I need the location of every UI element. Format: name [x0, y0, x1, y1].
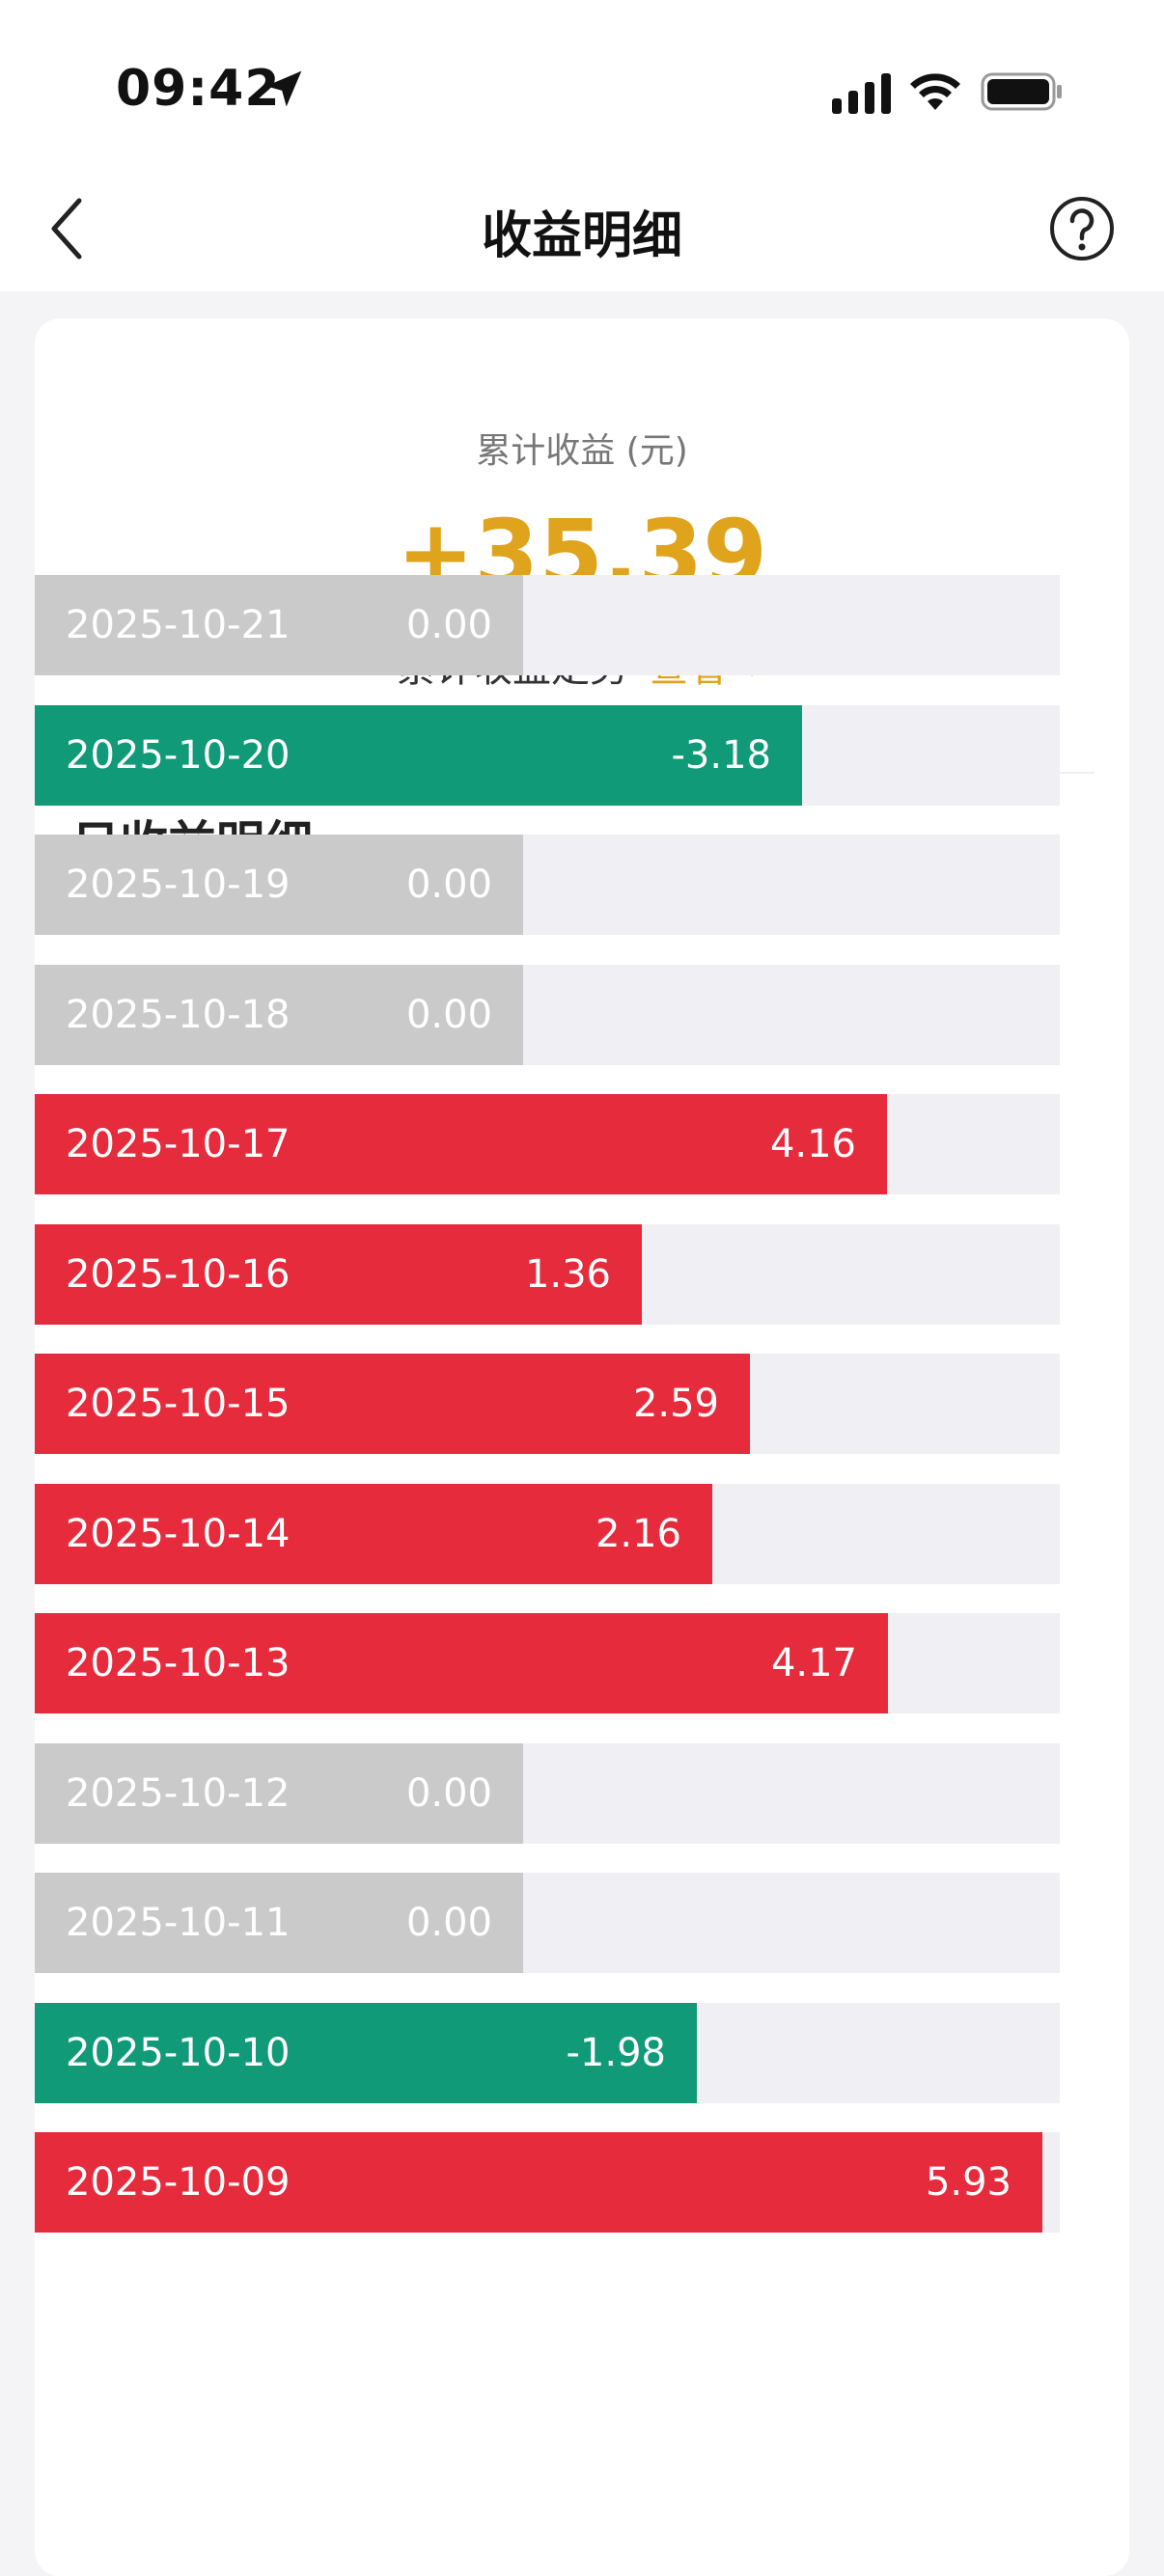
daily-earnings-value: 0.00 [405, 1770, 492, 1816]
daily-earnings-date: 2025-10-11 [66, 1901, 291, 1945]
page-title: 收益明细 [481, 207, 682, 265]
daily-earnings-value: 0.00 [405, 992, 492, 1037]
daily-earnings-bar: 2025-10-12 0.00 [35, 1742, 523, 1844]
help-icon[interactable] [1048, 195, 1116, 262]
daily-earnings-row: 2025-10-16 1.36 [35, 1223, 1060, 1325]
battery-icon [981, 72, 1062, 111]
chevron-left-icon[interactable] [44, 195, 91, 262]
daily-earnings-bar: 2025-10-14 2.16 [35, 1483, 712, 1584]
daily-earnings-value: 0.00 [405, 1901, 492, 1945]
daily-earnings-row: 2025-10-21 0.00 [35, 575, 1060, 675]
location-arrow-icon [265, 70, 302, 107]
daily-earnings-bar: 2025-10-17 4.16 [35, 1094, 887, 1194]
daily-earnings-value: 5.93 [925, 2160, 1012, 2205]
daily-earnings-date: 2025-10-21 [66, 603, 291, 647]
daily-earnings-row: 2025-10-13 4.17 [35, 1613, 1060, 1713]
daily-earnings-date: 2025-10-09 [66, 2160, 291, 2205]
wifi-icon [910, 73, 960, 110]
daily-earnings-value: 4.16 [769, 1122, 856, 1166]
nav-bar: 收益明细 [0, 174, 1164, 291]
daily-earnings-date: 2025-10-17 [66, 1122, 291, 1166]
signal-icon [832, 73, 891, 114]
daily-earnings-date: 2025-10-20 [66, 732, 291, 778]
daily-earnings-row: 2025-10-09 5.93 [35, 2132, 1060, 2233]
daily-earnings-row: 2025-10-17 4.16 [35, 1094, 1060, 1194]
daily-earnings-value: -1.98 [566, 2030, 667, 2075]
daily-earnings-date: 2025-10-19 [66, 863, 291, 907]
daily-earnings-row: 2025-10-12 0.00 [35, 1742, 1060, 1844]
daily-earnings-row: 2025-10-15 2.59 [35, 1354, 1060, 1454]
daily-earnings-bar: 2025-10-21 0.00 [35, 575, 523, 675]
daily-earnings-bar: 2025-10-13 4.17 [35, 1613, 888, 1713]
daily-earnings-bar: 2025-10-16 1.36 [35, 1223, 642, 1325]
daily-earnings-date: 2025-10-14 [66, 1511, 291, 1556]
daily-earnings-bar: 2025-10-20 -3.18 [35, 704, 802, 806]
status-bar: 09:42 [0, 0, 1164, 183]
daily-earnings-date: 2025-10-10 [66, 2030, 291, 2075]
daily-earnings-bar: 2025-10-18 0.00 [35, 964, 523, 1065]
status-time: 09:42 [116, 60, 281, 118]
daily-earnings-bar: 2025-10-15 2.59 [35, 1354, 750, 1454]
daily-earnings-bar: 2025-10-11 0.00 [35, 1873, 523, 1973]
daily-earnings-date: 2025-10-12 [66, 1770, 291, 1816]
daily-earnings-bar: 2025-10-10 -1.98 [35, 2002, 697, 2103]
daily-earnings-value: 0.00 [405, 603, 492, 647]
daily-earnings-row: 2025-10-20 -3.18 [35, 704, 1060, 806]
daily-earnings-value: -3.18 [671, 732, 772, 778]
daily-earnings-row: 2025-10-14 2.16 [35, 1483, 1060, 1584]
daily-earnings-row: 2025-10-11 0.00 [35, 1873, 1060, 1973]
daily-earnings-row: 2025-10-10 -1.98 [35, 2002, 1060, 2103]
daily-earnings-value: 0.00 [405, 863, 492, 907]
daily-earnings-row: 2025-10-19 0.00 [35, 835, 1060, 935]
daily-earnings-bar: 2025-10-19 0.00 [35, 835, 523, 935]
daily-earnings-date: 2025-10-16 [66, 1251, 291, 1297]
daily-earnings-value: 4.17 [770, 1641, 857, 1685]
daily-earnings-value: 2.16 [595, 1511, 681, 1556]
daily-earnings-date: 2025-10-18 [66, 992, 291, 1037]
daily-earnings-value: 1.36 [524, 1251, 611, 1297]
daily-earnings-bar: 2025-10-09 5.93 [35, 2132, 1042, 2233]
daily-earnings-date: 2025-10-15 [66, 1382, 291, 1426]
daily-earnings-date: 2025-10-13 [66, 1641, 291, 1685]
total-earnings-label: 累计收益 (元) [476, 431, 688, 471]
daily-earnings-row: 2025-10-18 0.00 [35, 964, 1060, 1065]
daily-earnings-value: 2.59 [632, 1382, 719, 1426]
